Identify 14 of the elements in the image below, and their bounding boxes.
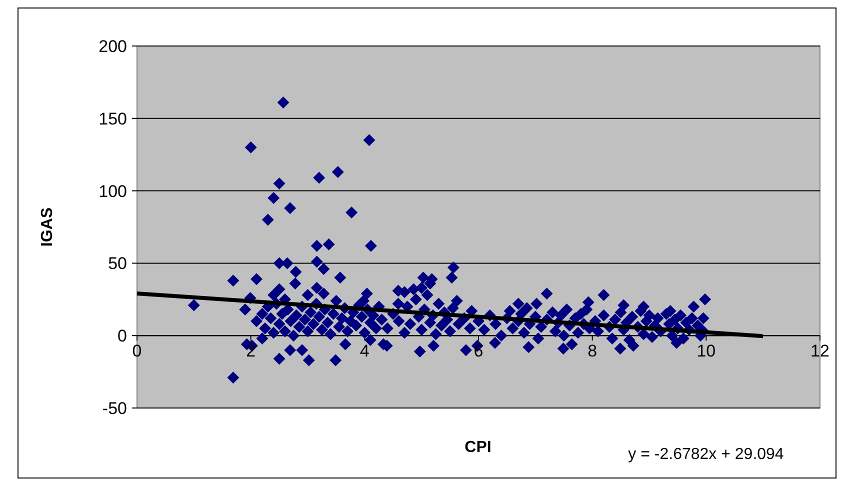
text: y = -2.6782x + 29.094 (628, 446, 784, 463)
x-tick-label: 4 (360, 342, 370, 361)
x-tick-label: 10 (696, 342, 716, 361)
y-tick-label: 100 (98, 182, 127, 201)
y-axis-title: IGAS (39, 207, 56, 247)
y-tick-label: 50 (108, 254, 127, 274)
x-tick-label: 0 (132, 342, 142, 361)
x-tick-label: 12 (810, 342, 830, 361)
y-tick-label: 0 (118, 326, 127, 346)
x-tick-label: 8 (588, 342, 598, 361)
y-tick-label: 200 (98, 37, 127, 56)
x-axis-title: CPI (464, 439, 492, 456)
y-tick-label: -50 (102, 399, 127, 418)
y-tick-label: 150 (98, 109, 127, 128)
